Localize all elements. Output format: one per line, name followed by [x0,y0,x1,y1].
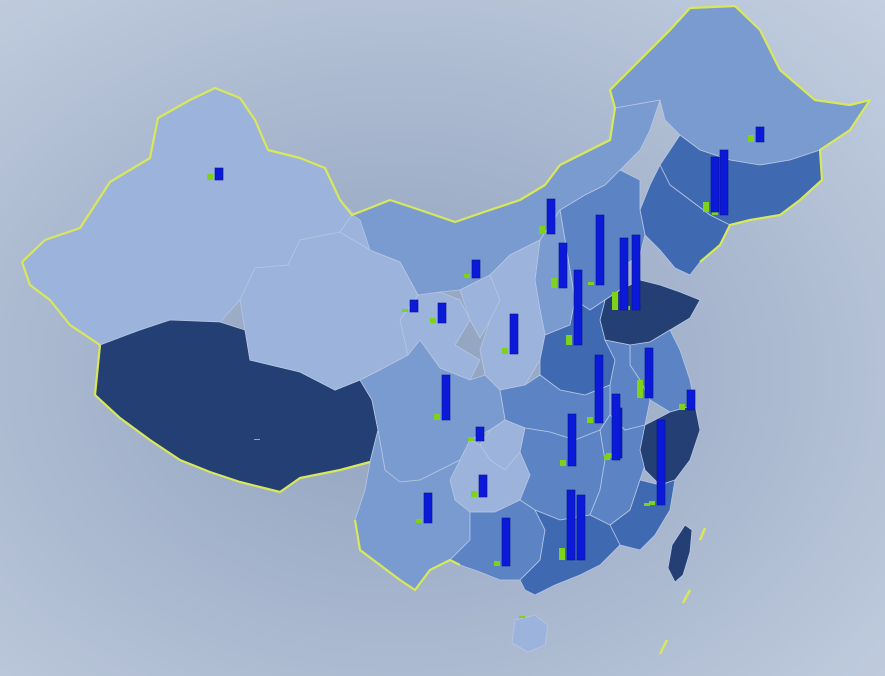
bar-short-zhejiang[interactable] [649,501,655,505]
bar-short-hebei[interactable] [551,278,557,288]
bar-short-ningxia[interactable] [464,274,470,278]
bar-short-shaanxi[interactable] [502,348,508,354]
bar-short-guangxi[interactable] [494,561,500,566]
province-ningxia[interactable] [459,274,501,339]
bar-short-gansu[interactable] [402,309,408,312]
bar-tall-liaoning[interactable] [710,156,720,213]
bar-short-liaoning[interactable] [703,202,709,212]
bar-short-fujian[interactable] [644,503,650,506]
south-sea-dashes [658,527,707,655]
national-border-outline [20,4,872,592]
province-zhejiang[interactable] [639,404,701,486]
bar-tall-beijing[interactable] [595,214,605,286]
bar-short-qinghai[interactable] [430,318,436,323]
bar-short-henan[interactable] [587,417,593,423]
bar-tall-inner-mongolia[interactable] [546,198,556,235]
bar-short-hainan[interactable] [519,616,525,618]
bar-short-chongqing[interactable] [468,437,474,441]
bar-tall-guizhou[interactable] [478,474,488,498]
bar-short-xinjiang[interactable] [207,174,213,180]
bar-short-sichuan[interactable] [434,414,440,420]
bar-tall-guangxi[interactable] [501,517,511,567]
bar-tall-gansu[interactable] [409,299,419,313]
bar-layer [207,126,765,618]
bar-tall-chongqing[interactable] [475,426,485,442]
bar-tall-shandong[interactable] [619,237,629,311]
bar-tall-shanghai[interactable] [686,389,696,411]
bar-tall-qinghai[interactable] [437,302,447,324]
bar-tall-yunnan[interactable] [423,492,433,524]
province-hainan[interactable] [511,614,549,653]
bar-tall-sichuan[interactable] [441,374,451,421]
province-hunan[interactable] [519,427,606,521]
bar-tall-henan[interactable] [594,354,604,424]
province-heilongjiang[interactable] [609,5,871,166]
bar-short-jiangxi[interactable] [604,455,610,460]
bar-short-jiangsu[interactable] [637,380,643,398]
province-layer [21,5,871,653]
bar-tall-ningxia[interactable] [471,259,481,279]
bar-tall-jiangxi[interactable] [611,393,621,461]
bar-short-inner-mongolia[interactable] [539,226,545,234]
bar-tall-hebei[interactable] [558,242,568,289]
bar-tall-zhejiang[interactable] [656,419,666,506]
bar-tall-xinjiang[interactable] [214,167,224,181]
bar-tall-hubei[interactable] [567,413,577,467]
bar-tall-jilin[interactable] [719,149,729,216]
bar-short-beijing[interactable] [588,282,594,285]
bar-short-guizhou[interactable] [471,491,477,497]
bar-tall-heilongjiang[interactable] [755,126,765,143]
bar-short-tibet[interactable] [254,439,260,440]
bar-tall-guangdong[interactable] [566,489,576,561]
bar-short-shandong[interactable] [612,292,618,310]
bar-tall-hunan[interactable] [576,494,586,561]
bar-tall-shaanxi[interactable] [509,313,519,355]
bar-short-guangdong[interactable] [559,548,565,560]
bar-tall-shanxi[interactable] [573,269,583,346]
bar-short-hubei[interactable] [560,460,566,466]
bar-tall-tianjin[interactable] [631,234,641,311]
bar-tall-jiangsu[interactable] [644,347,654,399]
bar-short-shanghai[interactable] [679,404,685,410]
bar-short-heilongjiang[interactable] [748,135,754,142]
bar-short-yunnan[interactable] [416,519,422,523]
bar-short-shanxi[interactable] [566,335,572,345]
bar-short-jilin[interactable] [712,210,718,215]
province-taiwan[interactable] [667,524,693,583]
